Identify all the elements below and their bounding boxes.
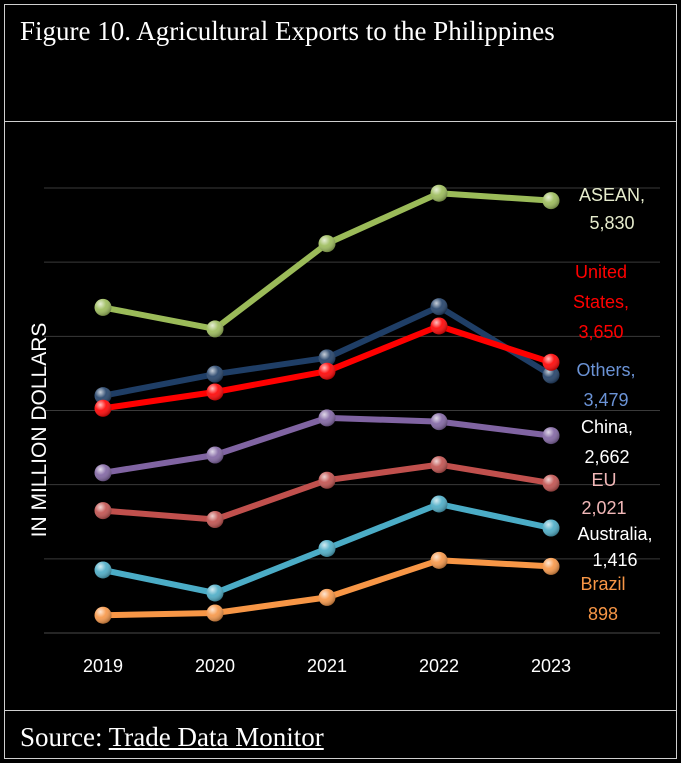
- figure-frame: [4, 4, 677, 759]
- data-point: [206, 320, 224, 338]
- data-point: [430, 298, 448, 316]
- series-line: [100, 557, 554, 619]
- end-label-line: Others,: [576, 360, 635, 380]
- figure-title: Figure 10. Agricultural Exports to the P…: [20, 16, 555, 46]
- end-label-line: EU: [591, 470, 616, 490]
- source-divider: [5, 710, 676, 711]
- source-line: Source: Trade Data Monitor: [20, 722, 324, 753]
- x-tick-label: 2023: [531, 656, 571, 676]
- data-point: [94, 298, 112, 316]
- end-label-line: ASEAN,: [579, 185, 645, 205]
- data-point: [542, 474, 560, 492]
- data-point: [430, 456, 448, 474]
- series-markers: [94, 184, 560, 624]
- x-tick-label: 2021: [307, 656, 347, 676]
- data-point: [94, 606, 112, 624]
- source-link[interactable]: Trade Data Monitor: [108, 722, 324, 752]
- data-point: [318, 349, 336, 367]
- data-point: [430, 184, 448, 202]
- data-point: [430, 317, 448, 335]
- data-point: [206, 365, 224, 383]
- series-end-label: China, 2,662: [581, 417, 633, 467]
- end-label-line: China,: [581, 417, 633, 437]
- data-point: [542, 366, 560, 384]
- data-point: [94, 464, 112, 482]
- data-point: [94, 561, 112, 579]
- series-end-label: ASEAN, 5,830: [579, 185, 645, 233]
- data-point: [318, 235, 336, 253]
- end-label-line: 898: [588, 604, 618, 624]
- end-label-line: 5,830: [589, 213, 634, 233]
- x-tick-label: 2019: [83, 656, 123, 676]
- series-end-label: Brazil 898: [580, 574, 625, 624]
- data-point: [542, 353, 560, 371]
- end-label-line: 3,650: [578, 322, 623, 342]
- end-labels: ASEAN, 5,830 Others, 3,479 United States, 3,65…: [573, 185, 653, 624]
- series-line: [100, 190, 554, 332]
- y-axis-label: IN MILLION DOLLARS: [28, 323, 51, 538]
- end-label-line: 2,021: [581, 498, 626, 518]
- data-point: [206, 604, 224, 622]
- data-point: [430, 413, 448, 431]
- end-label-line: Australia,: [577, 524, 652, 544]
- data-point: [542, 427, 560, 445]
- data-point: [206, 511, 224, 529]
- data-point: [318, 588, 336, 606]
- end-label-line: Brazil: [580, 574, 625, 594]
- end-label-line: 1,416: [592, 550, 637, 570]
- data-point: [430, 495, 448, 513]
- series-end-label: Others, 3,479: [576, 360, 635, 410]
- title-divider: [5, 121, 676, 122]
- data-point: [318, 471, 336, 489]
- data-point: [318, 409, 336, 427]
- data-point: [542, 519, 560, 537]
- end-label-line: 3,479: [583, 390, 628, 410]
- x-tick-label: 2022: [419, 656, 459, 676]
- data-point: [206, 383, 224, 401]
- end-label-line: United: [575, 262, 627, 282]
- data-point: [430, 551, 448, 569]
- source-prefix: Source:: [20, 722, 109, 752]
- end-label-line: States,: [573, 292, 629, 312]
- data-point: [206, 584, 224, 602]
- x-tick-label: 2020: [195, 656, 235, 676]
- series-end-label: Australia, 1,416: [577, 524, 652, 570]
- data-point: [542, 192, 560, 210]
- data-point: [94, 387, 112, 405]
- series-end-label: EU 2,021: [581, 470, 626, 518]
- data-point: [318, 362, 336, 380]
- data-point: [94, 502, 112, 520]
- end-label-line: 2,662: [584, 447, 629, 467]
- data-point: [206, 446, 224, 464]
- data-point: [94, 399, 112, 417]
- data-point: [542, 557, 560, 575]
- series-end-label: United States, 3,650: [573, 262, 629, 342]
- data-point: [318, 539, 336, 557]
- gridlines: [44, 187, 660, 634]
- x-tick-labels: 2019 2020 2021 2022 2023: [83, 656, 571, 676]
